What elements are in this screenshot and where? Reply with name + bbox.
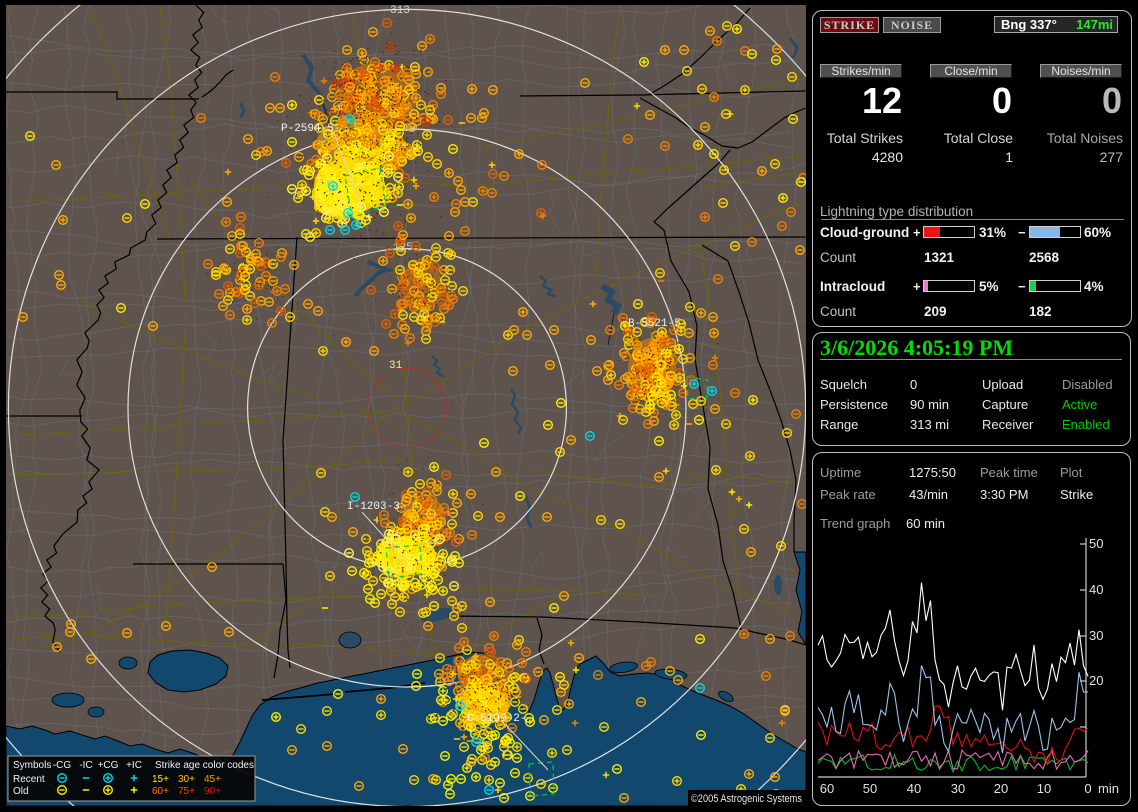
svg-text:P-2594-5-: P-2594-5- [281, 123, 340, 135]
svg-text:75+: 75+ [178, 786, 195, 797]
svg-text:20: 20 [1089, 673, 1103, 688]
svg-text:-IC: -IC [79, 760, 92, 771]
svg-text:60: 60 [820, 781, 834, 796]
svg-text:15+: 15+ [152, 774, 169, 785]
svg-text:-CG: -CG [53, 760, 72, 771]
svg-text:313: 313 [390, 5, 410, 17]
svg-text:45+: 45+ [204, 774, 221, 785]
svg-text:0: 0 [1084, 781, 1091, 796]
svg-text:50: 50 [1089, 536, 1103, 551]
svg-text:Old: Old [13, 786, 29, 797]
svg-text:+IC: +IC [126, 760, 142, 771]
svg-text:min: min [1098, 781, 1119, 796]
svg-text:©2005 Astrogenic Systems: ©2005 Astrogenic Systems [691, 793, 802, 805]
svg-text:Symbols: Symbols [13, 760, 51, 771]
svg-text:31: 31 [389, 360, 403, 372]
svg-text:90+: 90+ [204, 786, 221, 797]
svg-text:10: 10 [1037, 781, 1051, 796]
svg-text:Strike age color codes: Strike age color codes [155, 760, 254, 771]
svg-text:40: 40 [1089, 582, 1103, 597]
svg-text:30: 30 [951, 781, 965, 796]
svg-text:30: 30 [1089, 628, 1103, 643]
svg-text:Recent: Recent [13, 774, 45, 785]
svg-text:50: 50 [863, 781, 877, 796]
svg-text:20: 20 [994, 781, 1008, 796]
svg-text:40: 40 [907, 781, 921, 796]
svg-text:30+: 30+ [178, 774, 195, 785]
svg-text:60+: 60+ [152, 786, 169, 797]
svg-text:C-6199-2-: C-6199-2- [467, 713, 526, 725]
svg-text:+CG: +CG [98, 760, 119, 771]
svg-text:I-1203-3-: I-1203-3- [347, 501, 406, 513]
svg-text:B-5521-5-: B-5521-5- [628, 318, 687, 330]
